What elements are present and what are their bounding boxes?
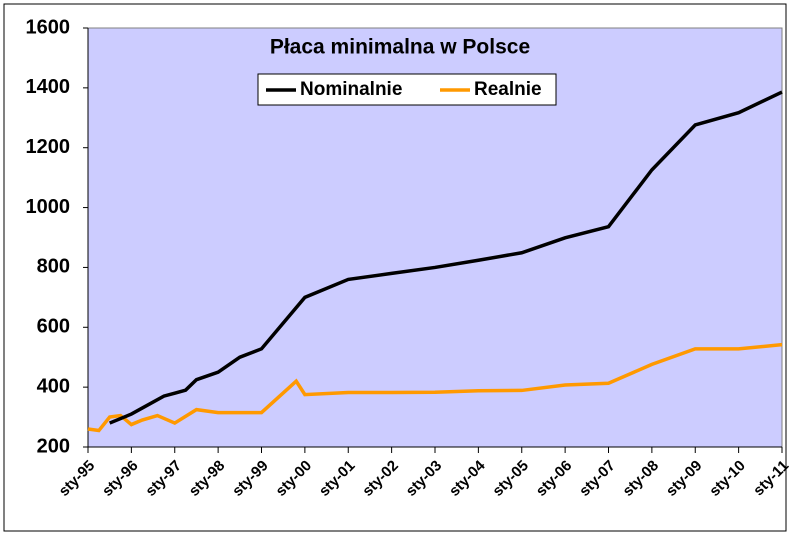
chart-title: Płaca minimalna w Polsce (270, 36, 530, 59)
legend-label: Realnie (474, 79, 542, 100)
y-tick-label: 200 (37, 435, 70, 457)
y-tick-label: 1000 (26, 196, 71, 218)
y-tick-label: 400 (37, 375, 70, 397)
series-line (87, 342, 783, 433)
y-tick-label: 1600 (26, 16, 71, 38)
y-tick-label: 800 (37, 256, 70, 278)
series-line (109, 90, 783, 425)
legend-label: Nominalnie (300, 79, 402, 100)
y-tick-label: 1200 (26, 136, 71, 158)
legend-box (257, 73, 557, 106)
y-tick-label: 1400 (26, 76, 71, 98)
y-tick-label: 600 (37, 316, 70, 338)
